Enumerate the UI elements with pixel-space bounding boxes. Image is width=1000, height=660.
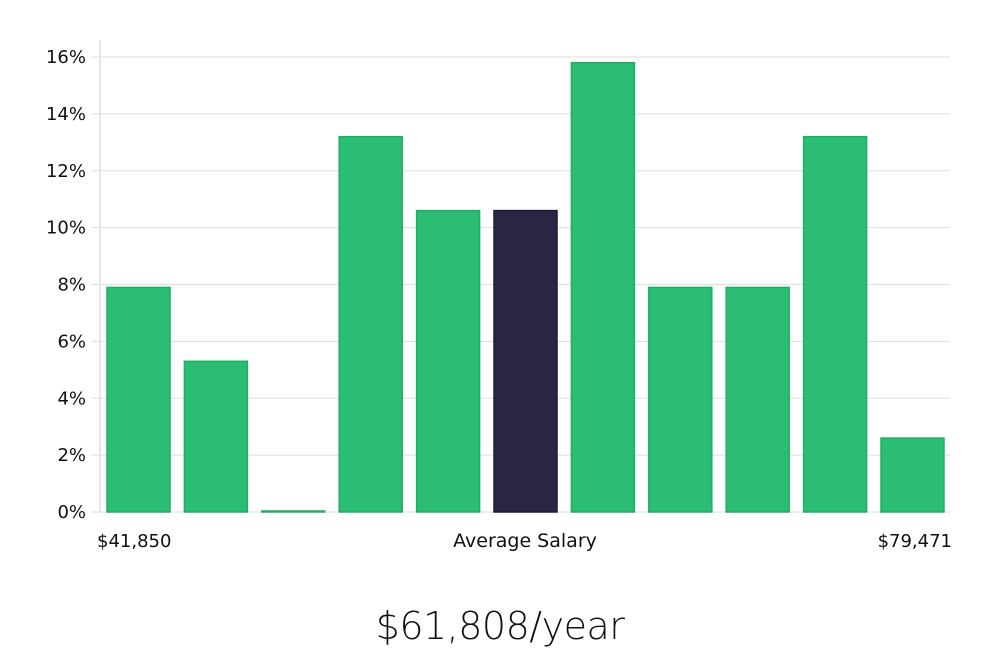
bar	[802, 135, 868, 513]
y-tick-label: 8%	[57, 275, 86, 296]
y-tick-label: 14%	[46, 104, 86, 125]
y-tick-label: 16%	[46, 47, 86, 68]
bar	[106, 286, 171, 513]
bar	[880, 437, 945, 513]
salary-histogram-chart: 0% 2% 4% 6% 8% 10% 12% 14% 16% $41,850 Average S…	[46, 40, 952, 552]
x-range-max-label: $79,471	[878, 531, 952, 552]
bar	[570, 61, 636, 513]
x-axis-labels: $41,850 Average Salary $79,471	[97, 530, 952, 552]
y-tick-label: 0%	[57, 502, 86, 523]
bar	[415, 209, 481, 513]
y-tick-labels: 0% 2% 4% 6% 8% 10% 12% 14% 16%	[46, 47, 86, 523]
bar	[338, 135, 403, 513]
y-tick-label: 12%	[46, 161, 86, 182]
bars	[106, 61, 945, 513]
bar-highlighted	[493, 209, 558, 513]
y-tick-label: 6%	[57, 331, 86, 352]
y-tick-label: 4%	[57, 388, 86, 409]
y-tick-label: 10%	[46, 218, 86, 239]
x-range-min-label: $41,850	[97, 531, 171, 552]
bar	[725, 286, 790, 513]
average-salary-value: $61,808/year	[375, 604, 625, 648]
bar	[261, 510, 326, 513]
bar	[183, 360, 249, 513]
x-axis-title: Average Salary	[453, 530, 597, 552]
bar	[648, 286, 713, 513]
y-tick-label: 2%	[57, 445, 86, 466]
